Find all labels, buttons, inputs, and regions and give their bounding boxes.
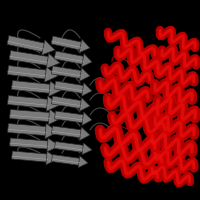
Polygon shape bbox=[106, 92, 160, 121]
Polygon shape bbox=[151, 163, 191, 187]
Polygon shape bbox=[153, 78, 194, 106]
Polygon shape bbox=[104, 62, 151, 86]
Polygon shape bbox=[104, 62, 151, 86]
Polygon shape bbox=[155, 94, 198, 124]
Polygon shape bbox=[52, 155, 81, 165]
Polygon shape bbox=[111, 109, 166, 137]
Polygon shape bbox=[153, 113, 196, 140]
Polygon shape bbox=[79, 68, 90, 81]
Polygon shape bbox=[80, 127, 90, 140]
Polygon shape bbox=[47, 138, 60, 152]
Polygon shape bbox=[79, 39, 90, 53]
Polygon shape bbox=[158, 27, 197, 51]
Polygon shape bbox=[82, 83, 92, 96]
Polygon shape bbox=[10, 110, 51, 122]
Polygon shape bbox=[158, 27, 197, 51]
Polygon shape bbox=[48, 109, 62, 125]
Polygon shape bbox=[7, 36, 46, 52]
Polygon shape bbox=[42, 40, 55, 55]
Polygon shape bbox=[99, 76, 149, 104]
Polygon shape bbox=[153, 113, 196, 140]
Polygon shape bbox=[82, 112, 92, 125]
Polygon shape bbox=[104, 141, 163, 169]
Polygon shape bbox=[8, 124, 47, 136]
Polygon shape bbox=[54, 81, 85, 94]
Polygon shape bbox=[46, 96, 60, 111]
Polygon shape bbox=[8, 96, 49, 108]
Polygon shape bbox=[106, 29, 157, 58]
Polygon shape bbox=[98, 124, 157, 154]
Polygon shape bbox=[12, 151, 48, 162]
Polygon shape bbox=[99, 76, 149, 104]
Polygon shape bbox=[10, 138, 49, 149]
Polygon shape bbox=[46, 53, 60, 69]
Polygon shape bbox=[111, 109, 166, 137]
Polygon shape bbox=[156, 62, 196, 88]
Polygon shape bbox=[49, 81, 62, 96]
Polygon shape bbox=[51, 36, 82, 50]
Polygon shape bbox=[150, 130, 194, 158]
Polygon shape bbox=[82, 143, 92, 155]
Polygon shape bbox=[106, 92, 160, 121]
Polygon shape bbox=[51, 96, 82, 109]
Polygon shape bbox=[54, 111, 84, 123]
Polygon shape bbox=[160, 45, 198, 70]
Polygon shape bbox=[116, 46, 160, 72]
Polygon shape bbox=[54, 51, 85, 64]
Polygon shape bbox=[98, 124, 157, 154]
Polygon shape bbox=[156, 62, 196, 88]
Polygon shape bbox=[104, 141, 163, 169]
Polygon shape bbox=[78, 156, 88, 168]
Polygon shape bbox=[150, 130, 194, 158]
Polygon shape bbox=[79, 98, 90, 111]
Polygon shape bbox=[107, 157, 159, 183]
Polygon shape bbox=[153, 78, 194, 106]
Polygon shape bbox=[106, 29, 157, 58]
Polygon shape bbox=[153, 148, 196, 173]
Polygon shape bbox=[153, 148, 196, 173]
Polygon shape bbox=[45, 67, 58, 82]
Polygon shape bbox=[45, 123, 58, 139]
Polygon shape bbox=[12, 81, 51, 93]
Polygon shape bbox=[160, 45, 198, 70]
Polygon shape bbox=[46, 151, 58, 165]
Polygon shape bbox=[151, 163, 191, 187]
Polygon shape bbox=[55, 142, 84, 152]
Polygon shape bbox=[51, 66, 82, 79]
Polygon shape bbox=[107, 157, 159, 183]
Polygon shape bbox=[155, 94, 198, 124]
Polygon shape bbox=[7, 66, 48, 79]
Polygon shape bbox=[9, 51, 50, 66]
Polygon shape bbox=[81, 54, 92, 67]
Polygon shape bbox=[116, 46, 160, 72]
Polygon shape bbox=[51, 126, 82, 138]
